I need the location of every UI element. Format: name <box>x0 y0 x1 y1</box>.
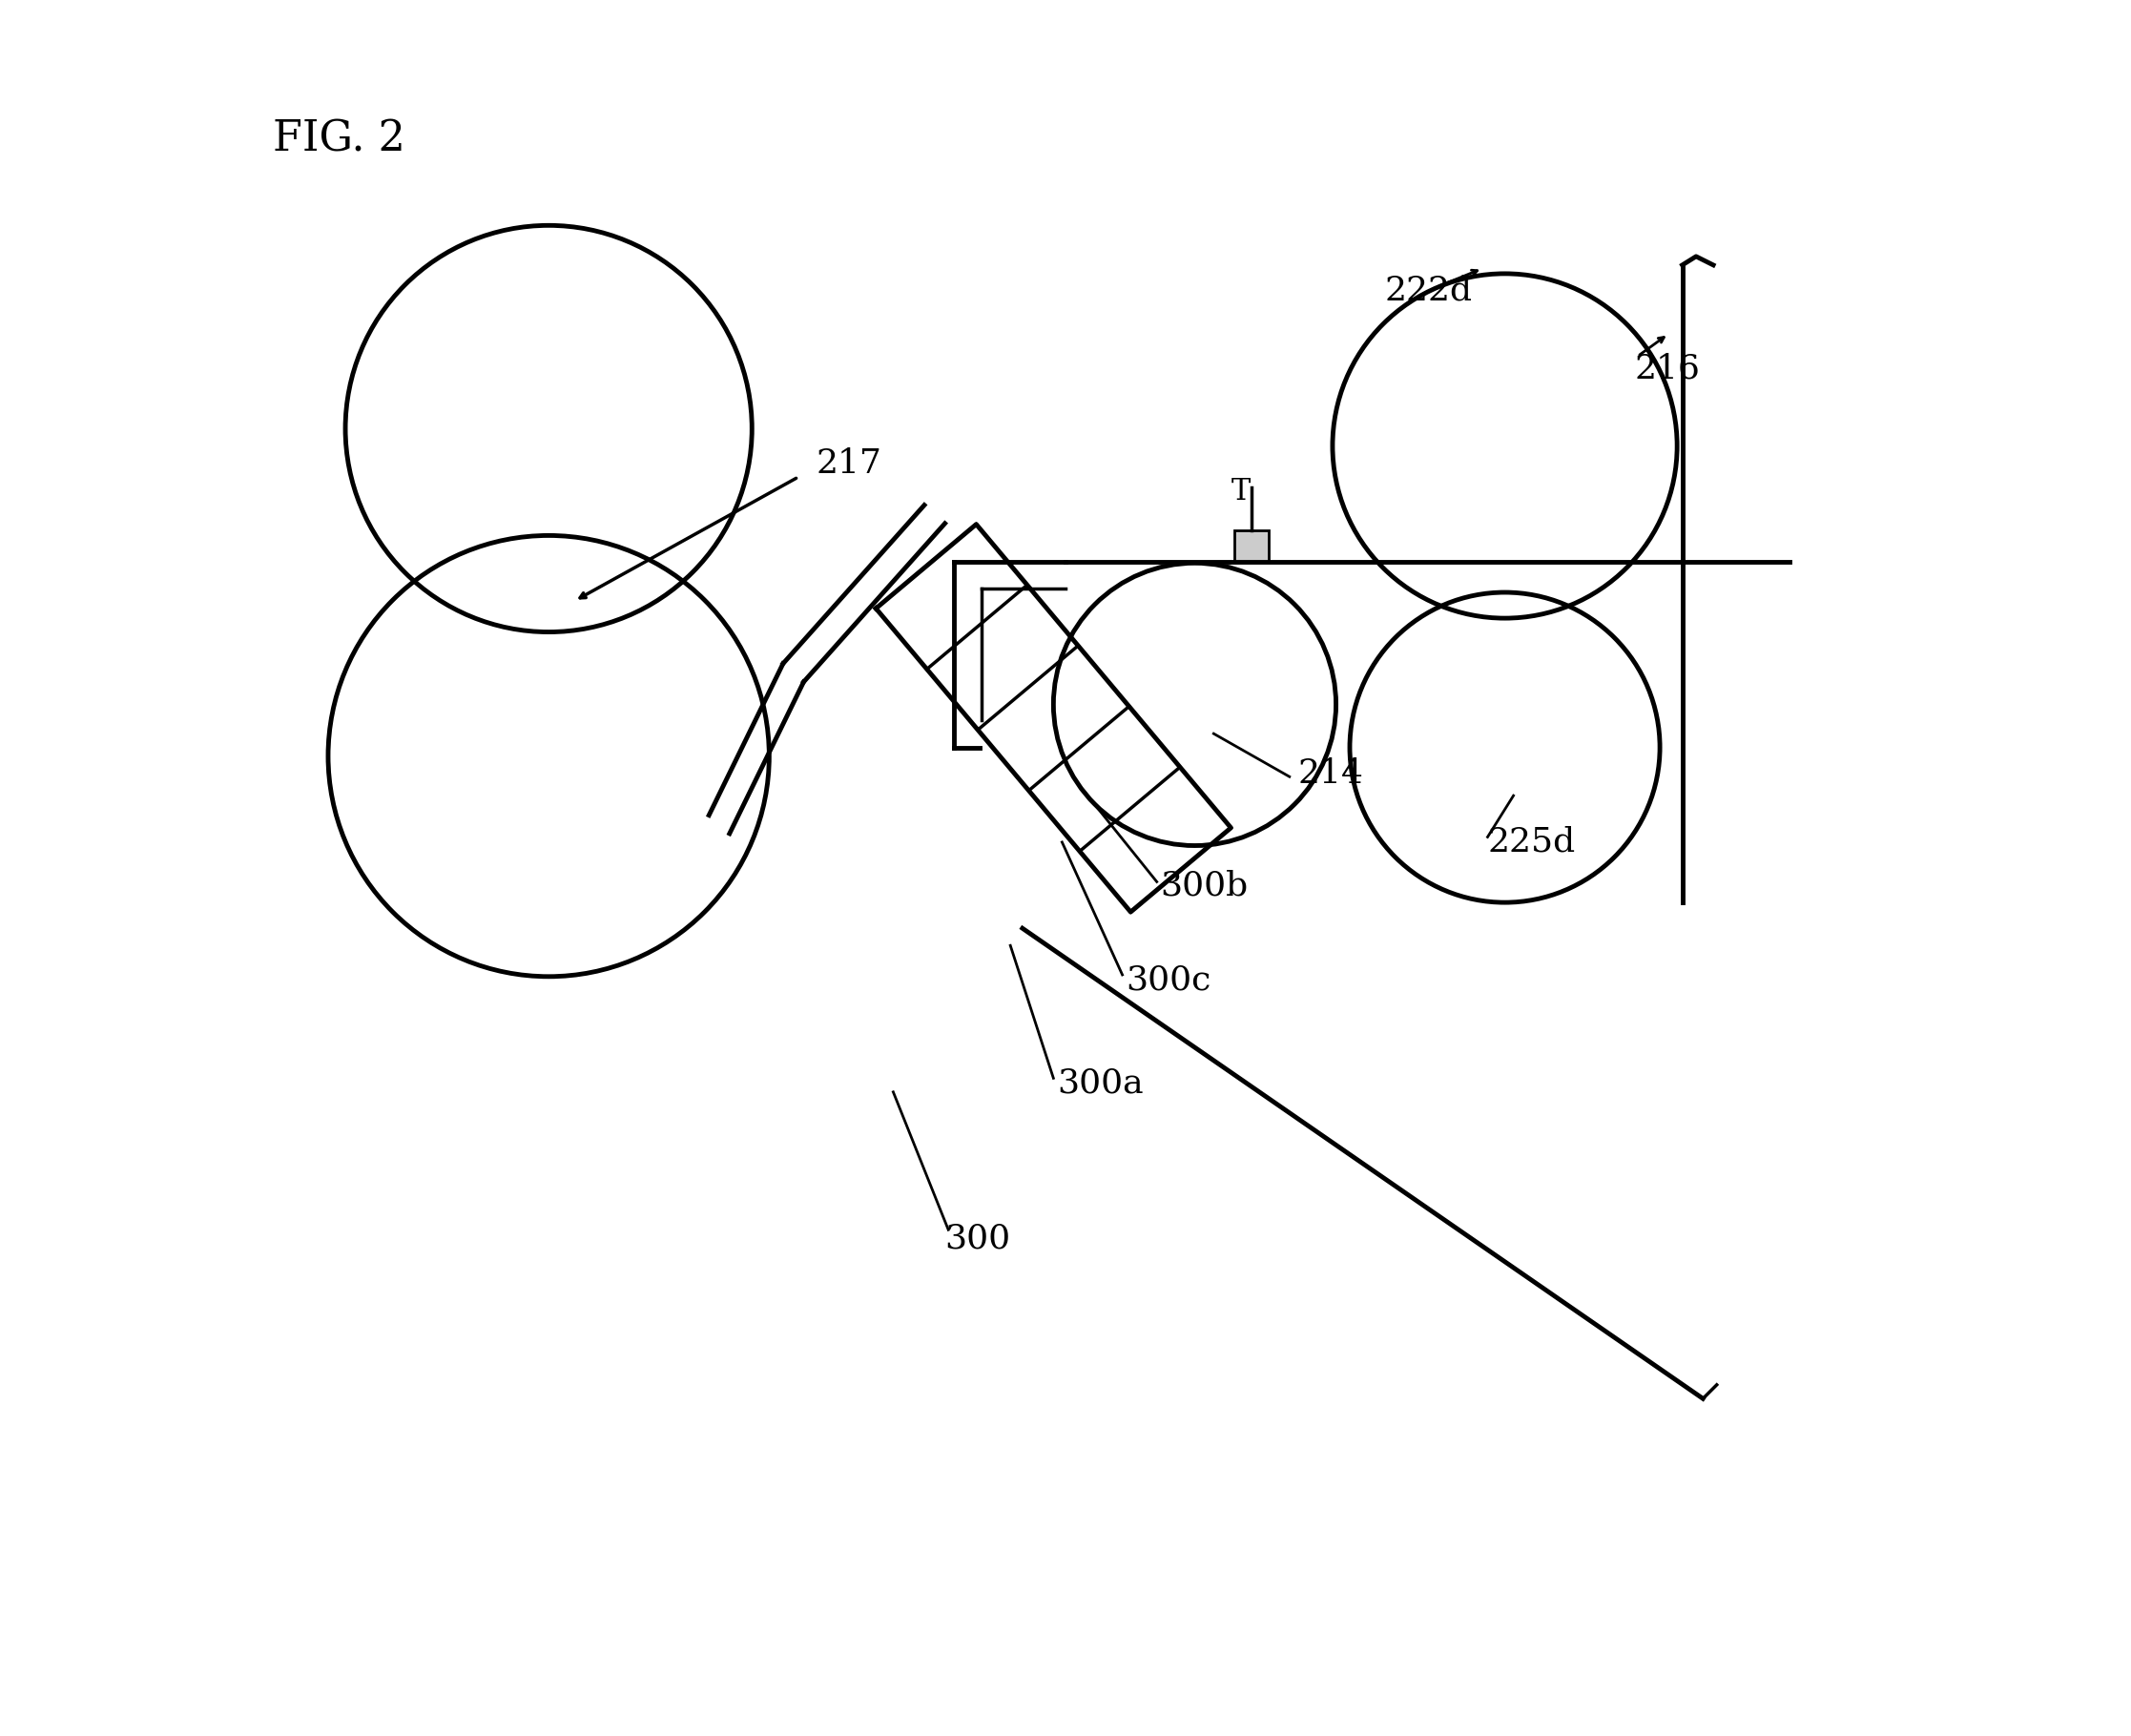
Text: FIG. 2: FIG. 2 <box>273 118 405 160</box>
Text: 300c: 300c <box>1125 963 1210 996</box>
Text: 222d: 222d <box>1385 274 1473 307</box>
Bar <box>1234 529 1268 561</box>
Text: T: T <box>1232 477 1251 507</box>
Text: 216: 216 <box>1634 352 1701 385</box>
Text: 300b: 300b <box>1159 870 1249 901</box>
Text: 225d: 225d <box>1487 826 1575 858</box>
Text: 214: 214 <box>1298 757 1364 790</box>
Text: 300: 300 <box>944 1222 1010 1255</box>
Text: 217: 217 <box>816 446 882 479</box>
Text: 300a: 300a <box>1057 1068 1144 1099</box>
